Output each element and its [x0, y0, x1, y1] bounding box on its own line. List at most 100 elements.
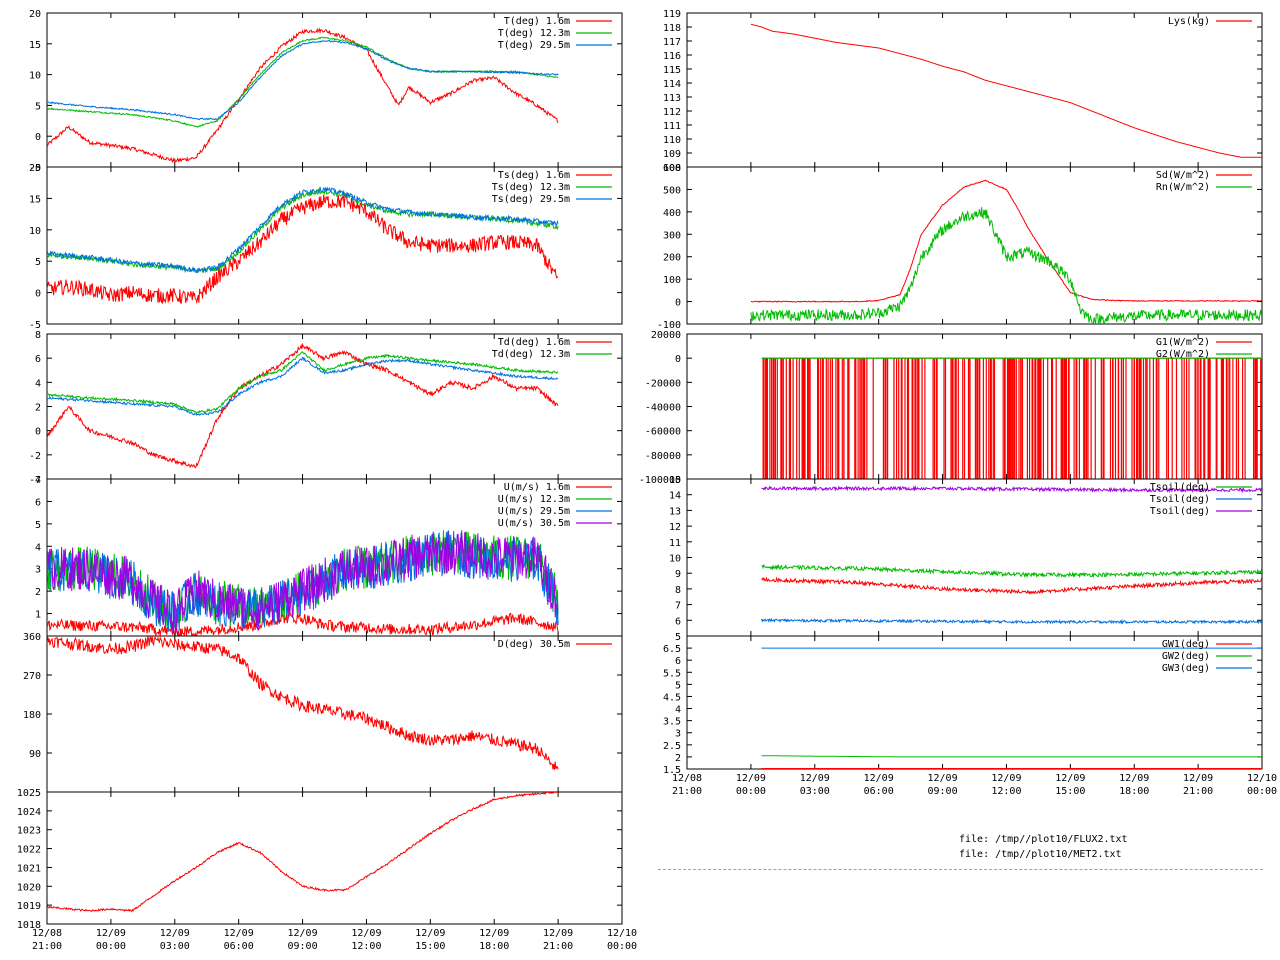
legend-label: G2(W/m^2): [1156, 349, 1210, 360]
x-tick-time: 18:00: [1119, 786, 1149, 797]
y-tick-label: 1022: [17, 845, 41, 856]
legend-entry: Rn(W/m^2): [1156, 182, 1252, 193]
y-tick-label: 15: [29, 40, 41, 51]
y-tick-label: 10: [669, 554, 681, 565]
x-tick-time: 00:00: [607, 941, 637, 952]
legend-label: Sd(W/m^2): [1156, 170, 1210, 181]
y-tick-label: 7: [675, 601, 681, 612]
y-tick-label: -4: [29, 475, 41, 486]
x-tick-time: 03:00: [800, 786, 830, 797]
y-tick-label: 0: [675, 298, 681, 309]
y-tick-label: 7: [35, 475, 41, 486]
y-tick-label: -2: [29, 451, 41, 462]
plot-area: [761, 647, 1262, 769]
y-tick-label: 1.5: [663, 765, 681, 776]
legend-entry: D(deg) 30.5m: [498, 639, 612, 650]
y-tick-label: 3: [675, 729, 681, 740]
y-tick-label: -5: [29, 320, 41, 331]
series-line-tsoil-3: [761, 576, 1262, 595]
legend-entry: U(m/s) 29.5m: [498, 506, 612, 517]
plot-area: [47, 529, 559, 636]
y-tick-label: 3.5: [663, 717, 681, 728]
y-tick-label: 6: [675, 656, 681, 667]
y-tick-label: 100: [663, 275, 681, 286]
series-line-rad-1: [750, 207, 1262, 324]
panel-g: -100000 -80000 -60000 -40000 -20000 0 20000 G1(…: [639, 330, 1263, 486]
legend-label: T(deg) 29.5m: [498, 40, 570, 51]
series-line-tsoil-2: [761, 484, 1262, 494]
series-line-td-0: [47, 342, 559, 469]
y-tick-label: 114: [663, 79, 681, 90]
y-tick-label: 0: [35, 427, 41, 438]
y-tick-label: 3: [35, 565, 41, 576]
separator-line: [658, 869, 1263, 870]
y-tick-label: 15: [669, 475, 681, 486]
y-tick-label: 2: [35, 587, 41, 598]
legend-label: GW3(deg): [1162, 663, 1210, 674]
x-tick-date: 12/09: [928, 773, 958, 784]
legend-label: U(m/s) 30.5m: [498, 518, 570, 529]
legend-entry: U(m/s) 30.5m: [498, 518, 612, 529]
y-tick-label: 112: [663, 107, 681, 118]
x-tick-time: 15:00: [415, 941, 445, 952]
legend-entry: T(deg) 1.6m: [504, 16, 612, 27]
x-tick-date: 12/09: [991, 773, 1021, 784]
legend-entry: G2(W/m^2): [1156, 349, 1252, 360]
legend-label: Td(deg) 1.6m: [498, 337, 570, 348]
plot-area: [750, 179, 1262, 324]
legend-label: Lys(kg): [1168, 16, 1210, 27]
legend-entry: U(m/s) 1.6m: [504, 482, 612, 493]
legend-entry: Sd(W/m^2): [1156, 170, 1252, 181]
legend-label: Ts(deg) 1.6m: [498, 170, 570, 181]
legend-entry: Ts(deg) 29.5m: [492, 194, 612, 205]
series-line-t-2: [47, 39, 559, 121]
x-tick-time: 15:00: [1055, 786, 1085, 797]
x-tick-time: 18:00: [479, 941, 509, 952]
series-line-td-1: [47, 351, 559, 415]
plot-area: [47, 186, 559, 305]
x-tick-date: 12/09: [96, 928, 126, 939]
x-tick-time: 00:00: [736, 786, 766, 797]
legend-entry: GW1(deg): [1162, 639, 1252, 650]
y-tick-label: 360: [23, 632, 41, 643]
legend-entry: Lys(kg): [1168, 16, 1252, 27]
series-line-u-3: [47, 530, 559, 636]
y-tick-label: 118: [663, 23, 681, 34]
x-tick-date: 12/09: [1055, 773, 1085, 784]
y-tick-label: 6: [675, 616, 681, 627]
legend-entry: Ts(deg) 1.6m: [498, 170, 612, 181]
legend-entry: GW3(deg): [1162, 663, 1252, 674]
series-line-u-0: [47, 611, 559, 636]
x-tick-time: 09:00: [288, 941, 318, 952]
y-tick-label: 200: [663, 253, 681, 264]
y-tick-label: -100000: [639, 475, 681, 486]
plot-area: [761, 484, 1262, 625]
panel-u: 1 2 3 4 5 6 7 U(m/s) 1.6mU(m/s) 12.3mU(m/s) 29.…: [35, 475, 623, 637]
y-tick-label: -80000: [645, 451, 681, 462]
y-tick-label: 1019: [17, 901, 41, 912]
legend-label: GW2(deg): [1162, 651, 1210, 662]
y-tick-label: 13: [669, 506, 681, 517]
y-tick-label: -60000: [645, 427, 681, 438]
plot-area: [47, 792, 558, 913]
y-tick-label: 0: [35, 132, 41, 143]
x-tick-time: 09:00: [928, 786, 958, 797]
x-tick-time: 21:00: [1183, 786, 1213, 797]
x-tick-date: 12/09: [800, 773, 830, 784]
x-tick-date: 12/09: [415, 928, 445, 939]
panel-gw: 1.522.533.544.555.566.5 GW1(deg)GW2(deg)G…: [663, 635, 1277, 797]
series-line-lys-0: [750, 23, 1262, 158]
y-tick-label: 6: [35, 497, 41, 508]
x-tick-time: 00:00: [1247, 786, 1277, 797]
legend-entry: T(deg) 12.3m: [498, 28, 612, 39]
y-tick-label: 119: [663, 9, 681, 20]
y-tick-label: 5: [35, 257, 41, 268]
y-tick-label: 1024: [17, 807, 41, 818]
x-tick-time: 12:00: [351, 941, 381, 952]
x-tick-date: 12/10: [1247, 773, 1277, 784]
y-tick-label: 2: [675, 753, 681, 764]
y-tick-label: 111: [663, 121, 681, 132]
y-tick-label: 600: [663, 163, 681, 174]
